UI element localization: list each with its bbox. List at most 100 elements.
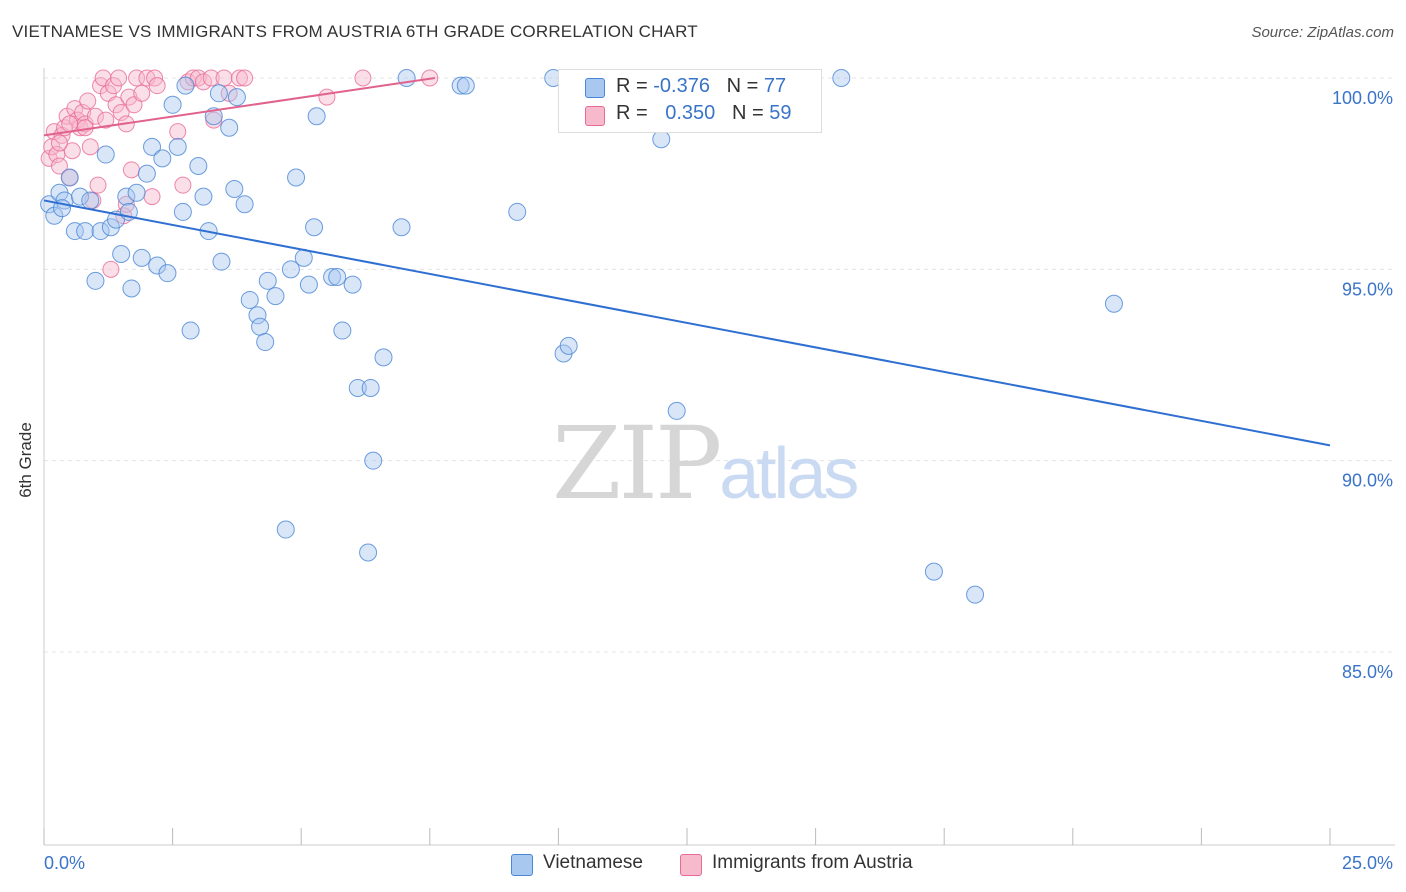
pink-data-point — [122, 161, 140, 179]
blue-data-point — [137, 164, 156, 183]
blue-data-point — [181, 321, 200, 340]
pink-data-point — [133, 84, 151, 102]
blue-data-point — [652, 130, 671, 149]
blue-data-point — [667, 401, 686, 420]
blue-data-point — [86, 271, 105, 290]
bottom-legend-blue-swatch — [511, 854, 533, 876]
blue-data-point — [248, 306, 267, 325]
blue-data-point — [559, 336, 578, 355]
pink-data-point — [61, 115, 79, 133]
blue-data-point — [194, 187, 213, 206]
y-tick-label: 95.0% — [1342, 279, 1393, 299]
blue-data-point — [240, 290, 259, 309]
pink-data-point — [148, 77, 166, 95]
watermark: ZIPatlas — [552, 405, 859, 522]
blue-data-point — [225, 179, 244, 198]
legend-pink-swatch — [585, 106, 605, 126]
blue-data-point — [359, 543, 378, 562]
pink-data-point — [236, 69, 254, 87]
x-tick-labels: 0.0% 25.0% — [44, 853, 1393, 873]
watermark-atlas: atlas — [719, 434, 859, 514]
pink-data-point — [318, 88, 336, 106]
gridlines — [44, 77, 1395, 653]
blue-data-point — [112, 245, 131, 264]
blue-data-point — [189, 157, 208, 176]
blue-data-point — [220, 118, 239, 137]
blue-data-point — [456, 76, 475, 95]
blue-data-point — [117, 187, 136, 206]
blue-data-point — [158, 264, 177, 283]
legend-blue-n-label: N = — [726, 75, 759, 97]
pink-data-point — [63, 142, 81, 160]
blue-data-point — [451, 76, 470, 95]
blue-data-point — [235, 195, 254, 214]
blue-data-point — [122, 279, 141, 298]
blue-data-point — [361, 378, 380, 397]
blue-data-point — [173, 202, 192, 221]
pink-data-point — [86, 107, 104, 125]
blue-data-point — [153, 149, 172, 168]
blue-data-point — [1104, 294, 1123, 313]
correlation-legend: R = -0.376 N = 77 R = 0.350 N = 59 — [558, 69, 822, 133]
pink-data-point — [174, 176, 192, 194]
blue-trend-line — [43, 199, 1331, 447]
trend-lines — [43, 77, 1331, 447]
pink-data-point — [89, 176, 107, 194]
blue-data-point — [209, 84, 228, 103]
blue-data-point — [132, 248, 151, 267]
pink-data-point — [194, 73, 212, 91]
blue-data-point — [374, 348, 393, 367]
pink-data-point — [50, 157, 68, 175]
bottom-legend-pink-label: Immigrants from Austria — [712, 852, 913, 873]
blue-data-point — [305, 218, 324, 237]
blue-data-point — [163, 95, 182, 114]
y-tick-label: 90.0% — [1342, 471, 1393, 491]
chart-title: VIETNAMESE VS IMMIGRANTS FROM AUSTRIA 6T… — [12, 22, 698, 41]
blue-data-point — [127, 183, 146, 202]
pink-data-point — [50, 134, 68, 152]
blue-data-point — [60, 168, 79, 187]
blue-data-point — [508, 202, 527, 221]
blue-data-point — [96, 145, 115, 164]
pink-data-point — [102, 260, 120, 278]
blue-data-point — [276, 520, 295, 539]
source-label: Source: ZipAtlas.com — [1251, 24, 1394, 41]
legend-pink-n-label: N = — [731, 102, 764, 124]
legend-blue-n-value: 77 — [763, 75, 787, 97]
pink-data-point — [202, 69, 220, 87]
blue-data-point — [307, 107, 326, 126]
legend-pink-row: R = 0.350 N = 59 — [616, 102, 791, 125]
pink-data-point — [230, 69, 248, 87]
blue-data-point — [832, 69, 851, 87]
blue-data-point — [143, 137, 162, 156]
blue-data-point — [966, 585, 985, 604]
x-tick-label: 0.0% — [44, 853, 85, 873]
pink-data-point — [169, 123, 187, 141]
blue-data-point — [281, 260, 300, 279]
legend-blue-r-value: -0.376 — [653, 75, 710, 97]
blue-data-point — [65, 222, 84, 241]
blue-data-point — [924, 562, 943, 581]
bottom-legend-pink-swatch — [680, 854, 702, 876]
blue-data-point — [81, 191, 100, 210]
blue-data-point — [299, 275, 318, 294]
pink-data-point — [110, 69, 128, 87]
blue-data-point — [328, 267, 347, 286]
blue-data-point — [333, 321, 352, 340]
pink-data-point — [215, 69, 233, 87]
blue-data-point — [76, 222, 95, 241]
pink-data-point — [184, 69, 202, 87]
y-tick-label: 85.0% — [1342, 662, 1393, 682]
blue-data-point — [266, 287, 285, 306]
pink-data-point — [81, 138, 99, 156]
pink-trend-line — [43, 77, 436, 137]
legend-pink-r-value: 0.350 — [665, 102, 716, 124]
bottom-legend-blue-label: Vietnamese — [543, 852, 643, 873]
blue-series-points — [40, 69, 1123, 604]
x-tick-label: 25.0% — [1342, 853, 1393, 873]
legend-pink-n-value: 59 — [769, 102, 792, 124]
y-tick-label: 100.0% — [1332, 88, 1393, 108]
blue-data-point — [176, 76, 195, 95]
blue-data-point — [348, 378, 367, 397]
